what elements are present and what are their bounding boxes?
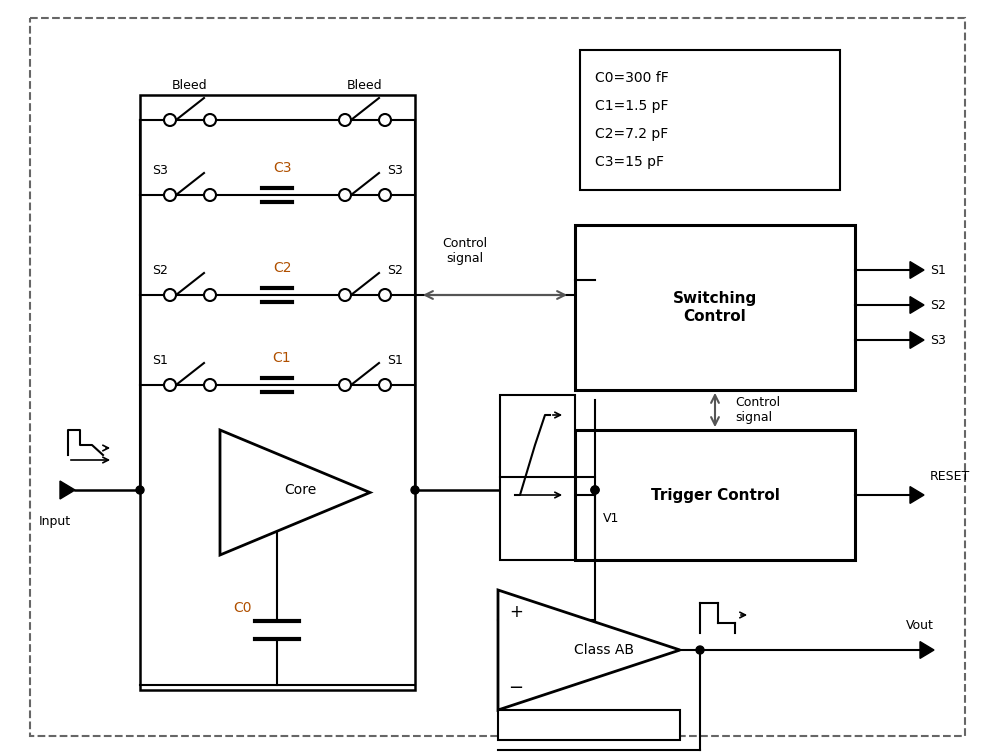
Bar: [580, 50, 840, 190]
Polygon shape: [910, 297, 924, 313]
Circle shape: [204, 289, 216, 301]
Bar: [500, 395, 575, 560]
Polygon shape: [920, 642, 934, 658]
Text: Trigger Control: Trigger Control: [651, 487, 779, 502]
Circle shape: [204, 189, 216, 201]
Circle shape: [379, 379, 391, 391]
Circle shape: [379, 289, 391, 301]
Text: +: +: [509, 603, 523, 621]
Bar: [140, 95, 415, 690]
Polygon shape: [60, 481, 75, 499]
Circle shape: [411, 486, 419, 494]
Text: C1=1.5 pF: C1=1.5 pF: [595, 99, 668, 113]
Text: S3: S3: [152, 164, 168, 177]
Text: Switching
Control: Switching Control: [673, 291, 757, 324]
Text: Vout: Vout: [906, 619, 934, 632]
Polygon shape: [220, 430, 370, 555]
Text: Class AB: Class AB: [574, 643, 634, 657]
Text: Bleed: Bleed: [347, 79, 383, 92]
Text: Control
signal: Control signal: [442, 237, 488, 265]
Text: −: −: [508, 679, 524, 697]
Circle shape: [164, 114, 176, 126]
Text: S2: S2: [930, 298, 946, 312]
Circle shape: [591, 486, 599, 494]
Text: S1: S1: [387, 354, 403, 367]
Text: RESET: RESET: [930, 470, 970, 483]
Bar: [575, 430, 855, 560]
Text: S2: S2: [387, 264, 403, 277]
Text: Input: Input: [39, 515, 71, 528]
Text: C2: C2: [273, 261, 291, 275]
Circle shape: [164, 379, 176, 391]
Bar: [498, 710, 680, 740]
Text: S1: S1: [930, 264, 946, 276]
Text: Bleed: Bleed: [172, 79, 208, 92]
Text: C1: C1: [273, 351, 291, 365]
Text: C3=15 pF: C3=15 pF: [595, 155, 664, 169]
Circle shape: [591, 486, 599, 494]
Text: S1: S1: [152, 354, 168, 367]
Circle shape: [136, 486, 144, 494]
Circle shape: [164, 289, 176, 301]
Circle shape: [164, 189, 176, 201]
Bar: [575, 225, 855, 390]
Polygon shape: [910, 261, 924, 279]
Text: S2: S2: [152, 264, 168, 277]
Circle shape: [339, 114, 351, 126]
Circle shape: [379, 114, 391, 126]
Circle shape: [204, 114, 216, 126]
Text: S3: S3: [387, 164, 403, 177]
Text: V1: V1: [603, 512, 619, 525]
Circle shape: [339, 289, 351, 301]
Text: C2=7.2 pF: C2=7.2 pF: [595, 127, 668, 141]
Polygon shape: [910, 486, 924, 504]
Text: S3: S3: [930, 334, 946, 346]
Circle shape: [339, 379, 351, 391]
Polygon shape: [910, 331, 924, 349]
Polygon shape: [498, 590, 680, 710]
Text: C0=300 fF: C0=300 fF: [595, 71, 669, 85]
Text: Core: Core: [284, 483, 316, 497]
Circle shape: [339, 189, 351, 201]
Text: C0: C0: [233, 601, 251, 615]
Circle shape: [204, 379, 216, 391]
Text: C3: C3: [273, 161, 291, 175]
Circle shape: [696, 646, 704, 654]
Circle shape: [379, 189, 391, 201]
Text: Control
signal: Control signal: [735, 396, 780, 424]
